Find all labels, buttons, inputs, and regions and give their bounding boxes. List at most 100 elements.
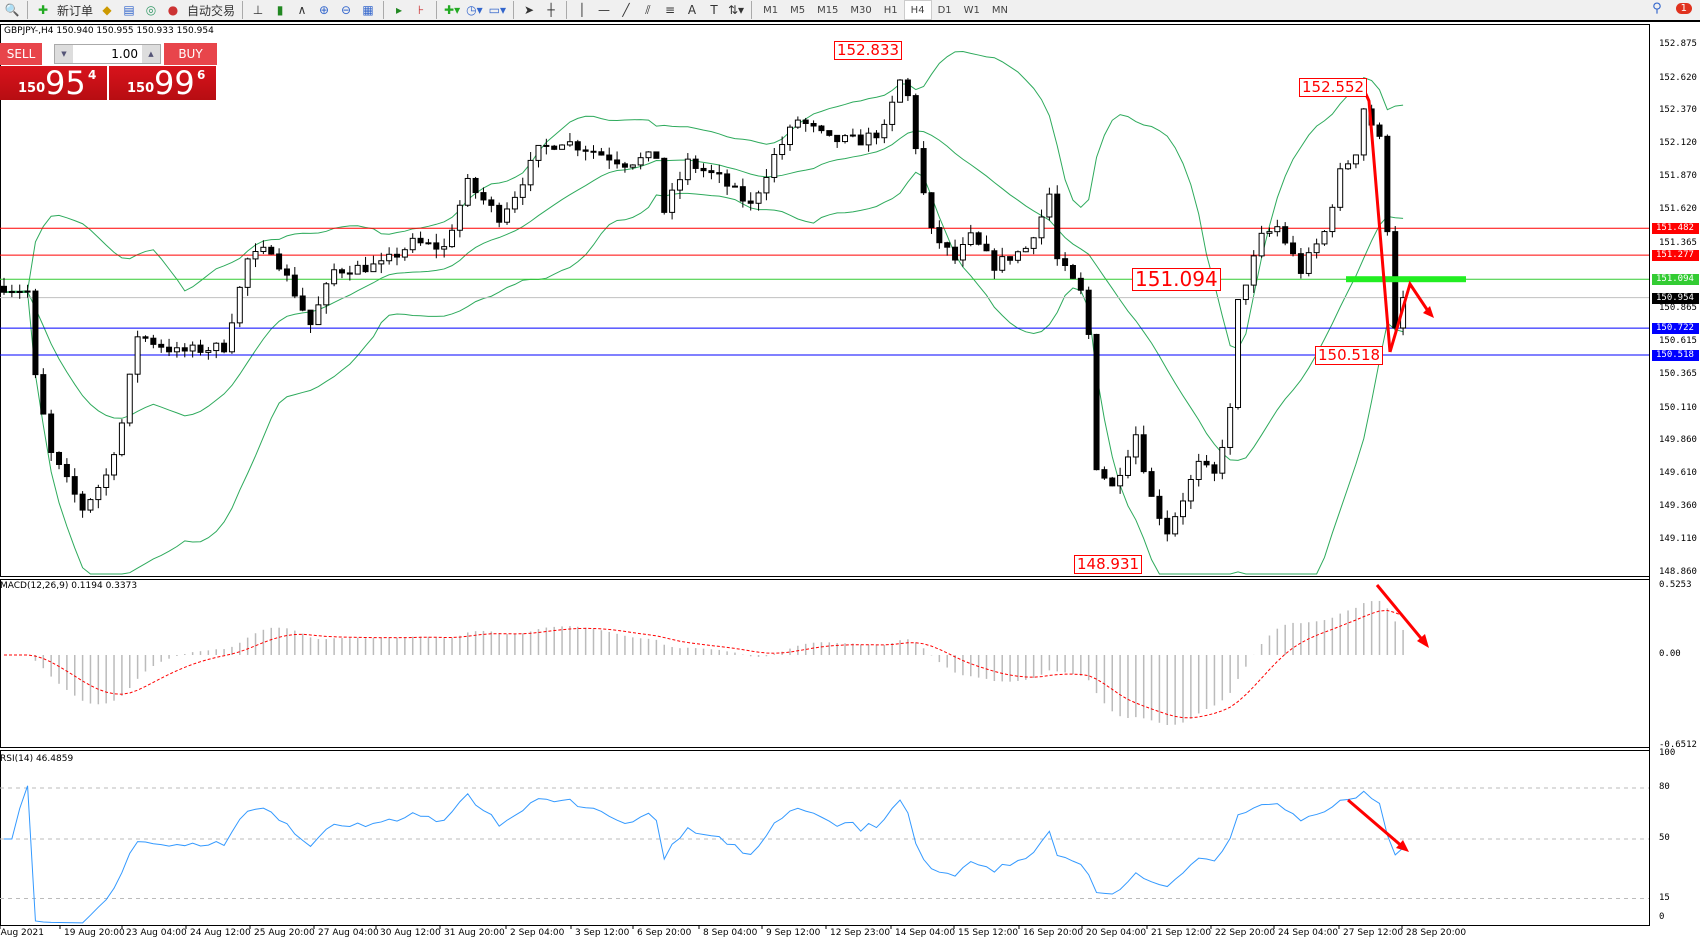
candle-bull — [865, 132, 872, 146]
price-axis-label: 152.120 — [1659, 138, 1697, 149]
price-axis-label: 152.370 — [1659, 105, 1697, 116]
lot-value[interactable]: 1.00 — [111, 47, 138, 61]
candle-bear — [598, 151, 605, 156]
signals-icon[interactable]: ◎ — [145, 3, 157, 17]
candle-bull — [1250, 255, 1257, 286]
line-chart-icon[interactable]: ∧ — [297, 3, 307, 17]
strategy-icon[interactable]: ◆ — [102, 3, 112, 17]
candle-bear — [1148, 471, 1155, 497]
auto-trading-button[interactable]: 自动交易 — [187, 3, 236, 18]
candle-bull — [787, 126, 793, 146]
macd-axis-label: 0.5253 — [1659, 580, 1692, 590]
candle-bear — [834, 134, 841, 143]
sell-button[interactable]: SELL — [0, 43, 42, 65]
timeframe-m1[interactable]: M1 — [763, 4, 779, 16]
candle-bear — [488, 199, 495, 206]
time-axis-label: 3 Aug 2021 — [0, 928, 44, 938]
rsi-label: RSI(14) 46.4859 — [0, 754, 74, 764]
candle-bear — [739, 186, 746, 202]
candle-bull — [228, 322, 235, 353]
candle-bull — [401, 249, 408, 258]
candle-bull — [1258, 232, 1265, 257]
timeframe-m5[interactable]: M5 — [790, 4, 806, 16]
candle-bull — [1345, 163, 1352, 170]
candle-bear — [621, 163, 628, 168]
candle-bull — [504, 208, 511, 223]
templates-icon[interactable]: ▭▾ — [488, 3, 506, 17]
zoom-out-icon[interactable]: ⊖ — [341, 3, 352, 17]
new-order-icon[interactable]: ✚ — [37, 3, 49, 17]
timeframe-m15[interactable]: M15 — [817, 4, 839, 16]
lot-size-field[interactable]: ▼ 1.00 ▲ — [54, 44, 161, 64]
timeframe-h4[interactable]: H4 — [903, 0, 932, 20]
timeframe-mn[interactable]: MN — [991, 4, 1008, 16]
candle-bull — [771, 154, 778, 178]
chart-canvas[interactable] — [0, 24, 1700, 941]
fibo-expansion-icon[interactable]: ⫽ — [645, 2, 651, 17]
search-icon[interactable]: 🔍 — [4, 3, 20, 17]
price-axis-label: 150.615 — [1659, 336, 1697, 347]
bar-chart-icon[interactable]: ⊥ — [252, 3, 264, 17]
candle-bear — [747, 200, 754, 204]
ask-price-button[interactable]: 150 99 6 — [109, 64, 216, 102]
rsi-axis-label: 0 — [1659, 912, 1665, 922]
macd-axis-label: -0.6512 — [1659, 740, 1697, 750]
timeframe-h1[interactable]: H1 — [883, 4, 898, 16]
candle-bear — [480, 192, 487, 201]
autotrade-icon[interactable]: ● — [167, 3, 179, 17]
fibo-retracement-icon[interactable]: ≡ — [664, 3, 676, 17]
time-axis-label: 22 Sep 20:00 — [1215, 928, 1276, 938]
price-axis-label: 150.110 — [1659, 402, 1697, 413]
timeframe-m30[interactable]: M30 — [850, 4, 872, 16]
price-annotation-high[interactable]: 152.833 — [834, 41, 903, 60]
time-axis-label: 23 Aug 04:00 — [126, 928, 187, 938]
time-axis-label: 2 Sep 04:00 — [510, 928, 565, 938]
candle-bear — [614, 159, 621, 165]
timeframe-w1[interactable]: W1 — [963, 4, 980, 16]
candle-bear — [983, 243, 990, 252]
crosshair-icon[interactable]: ┼ — [547, 3, 555, 17]
lot-decrease-button[interactable]: ▼ — [55, 45, 73, 63]
buy-button[interactable]: BUY — [164, 43, 217, 65]
candle-bear — [912, 95, 919, 150]
price-annotation-recent-low[interactable]: 150.518 — [1315, 346, 1384, 365]
text-icon[interactable]: A — [687, 3, 697, 17]
timeframe-bar: M1 M5 M15 M30 H1 H4 D1 W1 MN — [757, 0, 1014, 20]
price-annotation-recent-high[interactable]: 152.552 — [1299, 78, 1368, 97]
candle-bull — [842, 135, 849, 143]
time-axis-label: 14 Sep 04:00 — [895, 928, 956, 938]
periods-icon[interactable]: ◷▾ — [466, 3, 483, 17]
label-icon[interactable]: T — [710, 3, 718, 17]
candle-bull — [1242, 284, 1249, 301]
trendline-icon[interactable]: ╱ — [622, 3, 630, 17]
horizontal-line-icon[interactable]: — — [597, 3, 610, 17]
autoscroll-icon[interactable]: ▸ — [396, 3, 403, 17]
chart-shift-icon[interactable]: ⊦ — [417, 3, 425, 17]
timeframe-d1[interactable]: D1 — [937, 4, 952, 16]
candle-bull — [959, 244, 966, 261]
candle-bear — [1085, 289, 1092, 335]
rsi-line — [4, 785, 1404, 924]
new-order-button[interactable]: 新订单 — [57, 3, 94, 18]
candle-bear — [574, 141, 581, 151]
candle-bull — [1266, 231, 1273, 234]
candle-bear — [1282, 226, 1289, 244]
price-annotation-green-level[interactable]: 151.094 — [1132, 268, 1221, 291]
notification-badge[interactable]: 1 — [1675, 3, 1692, 14]
price-annotation-low[interactable]: 148.931 — [1074, 555, 1143, 574]
search-icon[interactable]: ⚲ — [1652, 1, 1662, 16]
arrows-icon[interactable]: ⇅▾ — [727, 3, 745, 17]
rsi-down-arrow — [1347, 798, 1405, 850]
cursor-icon[interactable]: ➤ — [523, 3, 535, 17]
terminal-icon[interactable]: ▤ — [123, 3, 135, 17]
lot-increase-button[interactable]: ▲ — [142, 45, 160, 63]
tile-icon[interactable]: ▦ — [362, 3, 374, 17]
indicators-icon[interactable]: ✚▾ — [444, 3, 461, 17]
candlestick-icon[interactable]: ▮ — [276, 3, 284, 17]
zoom-in-icon[interactable]: ⊕ — [319, 3, 330, 17]
bid-price-button[interactable]: 150 95 4 — [0, 64, 107, 102]
vertical-line-icon[interactable]: │ — [578, 3, 586, 17]
macd-panel-frame — [0, 579, 1650, 748]
rsi-axis-label: 100 — [1659, 748, 1676, 758]
ask-pip: 6 — [197, 68, 206, 82]
